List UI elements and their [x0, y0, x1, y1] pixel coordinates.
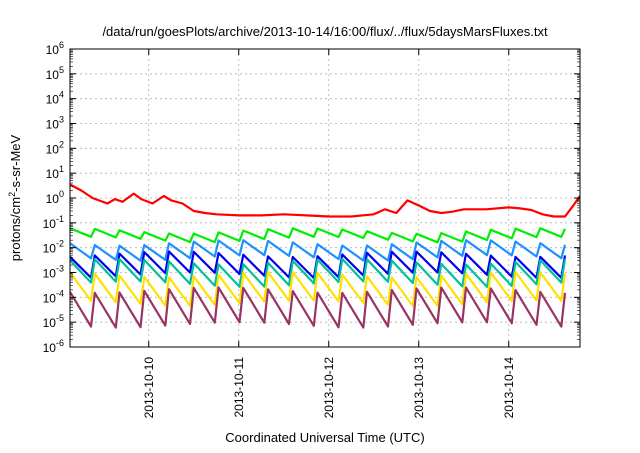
series-line — [70, 257, 567, 288]
series-line — [70, 270, 567, 307]
series-line — [70, 239, 567, 262]
x-tick-label: 2013-10-13 — [412, 357, 426, 419]
axes: 10-6 10-5 10-4 10-3 10-2 10-1 100 101 102 103 104 1… — [43, 40, 580, 418]
y-tick-label: 101 — [46, 164, 64, 181]
y-tick-label: 10-4 — [43, 288, 64, 305]
series-line — [70, 227, 566, 244]
y-tick-label: 10-6 — [43, 338, 64, 355]
y-tick-label: 10-3 — [43, 264, 64, 281]
series-group — [70, 183, 580, 329]
series-line — [70, 183, 580, 218]
chart-title: /data/run/goesPlots/archive/2013-10-14/1… — [102, 24, 548, 39]
plot-frame — [69, 48, 581, 348]
y-tick-label: 103 — [46, 115, 64, 132]
y-tick-label: 102 — [46, 139, 64, 156]
y-tick-label: 104 — [46, 90, 64, 107]
series-line — [70, 250, 567, 280]
y-tick-label: 105 — [46, 65, 64, 82]
y-tick-label: 10-5 — [43, 313, 64, 330]
x-tick-label: 2013-10-14 — [502, 357, 516, 419]
grid — [70, 49, 580, 347]
x-axis-label: Coordinated Universal Time (UTC) — [225, 430, 424, 445]
y-tick-label: 10-2 — [43, 239, 64, 256]
y-tick-label: 106 — [46, 40, 64, 57]
series-line — [70, 286, 567, 329]
x-tick-label: 2013-10-12 — [322, 357, 336, 419]
y-tick-label: 10-1 — [43, 214, 64, 231]
x-tick-label: 2013-10-11 — [232, 357, 246, 418]
y-axis-label: protons/cm2-s-sr-MeV — [7, 134, 23, 261]
y-tick-label: 100 — [46, 189, 64, 206]
x-tick-label: 2013-10-10 — [142, 357, 156, 419]
